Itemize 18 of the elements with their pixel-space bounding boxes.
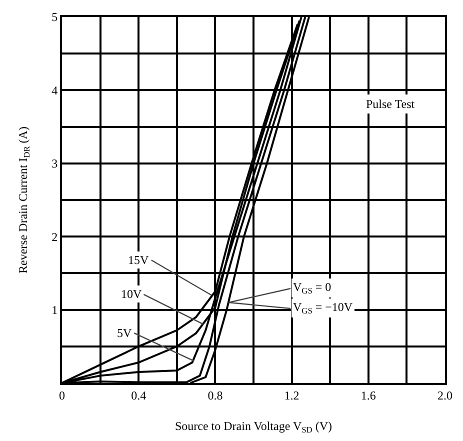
y-tick-label: 5 bbox=[52, 10, 58, 24]
annotation: V$_{GS}$ = 0 bbox=[293, 280, 332, 296]
annotation: 10V bbox=[121, 287, 142, 301]
annotation: 5V bbox=[117, 326, 132, 340]
x-axis-title: Source to Drain Voltage V$_{SD}$ (V) bbox=[174, 419, 332, 435]
annotation: V$_{GS}$ = −10V bbox=[293, 300, 353, 316]
y-tick-label: 3 bbox=[52, 156, 58, 171]
x-tick-label: 1.6 bbox=[360, 388, 376, 402]
x-tick-label: 0 bbox=[59, 388, 65, 402]
x-tick-label: 0.8 bbox=[208, 388, 223, 402]
y-tick-label: 1 bbox=[52, 303, 58, 317]
annotation: Pulse Test bbox=[366, 97, 416, 111]
x-tick-label: 2.0 bbox=[438, 388, 452, 402]
x-tick-label: 0.4 bbox=[131, 388, 146, 402]
y-tick-label: 2 bbox=[52, 230, 58, 244]
annotation: 15V bbox=[128, 253, 149, 267]
y-tick-label: 4 bbox=[52, 83, 58, 98]
x-tick-label: 1.2 bbox=[284, 388, 300, 402]
